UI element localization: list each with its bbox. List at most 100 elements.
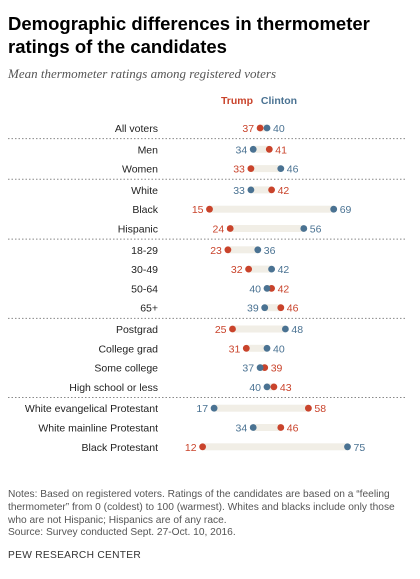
clinton-dot	[263, 344, 271, 352]
row-label: All voters	[115, 123, 158, 135]
range-bar	[202, 443, 348, 451]
clinton-value-label: 42	[278, 264, 290, 276]
trump-value-label: 25	[215, 324, 227, 336]
clinton-value-label: 46	[287, 164, 299, 176]
row-label: Hispanic	[118, 224, 158, 236]
clinton-dot	[330, 205, 338, 213]
clinton-value-label: 40	[273, 123, 285, 135]
trump-value-label: 58	[314, 403, 326, 415]
trump-value-label: 23	[210, 245, 222, 257]
row-label: Black	[132, 204, 158, 216]
clinton-dot	[344, 443, 351, 451]
range-bar	[250, 186, 272, 194]
trump-dot	[305, 404, 312, 412]
trump-value-label: 12	[185, 442, 197, 452]
trump-value-label: 42	[278, 283, 290, 295]
row-label: Some college	[94, 363, 158, 375]
range-bar	[248, 265, 272, 273]
clinton-value-label: 75	[354, 442, 366, 452]
clinton-value-label: 40	[249, 283, 261, 295]
dot-chart: Trump Clinton All voters 37 40 Men 34 41 Women 33…	[8, 95, 405, 452]
trump-value-label: 46	[287, 303, 299, 315]
trump-dot	[229, 325, 236, 333]
clinton-value-label: 34	[236, 423, 248, 435]
clinton-dot	[261, 304, 269, 312]
row-label: White evangelical Protestant	[25, 403, 158, 415]
clinton-value-label: 56	[310, 224, 322, 236]
clinton-dot	[249, 424, 257, 431]
trump-value-label: 39	[271, 363, 283, 375]
range-bar	[246, 344, 267, 352]
range-bar	[267, 383, 274, 391]
chart-notes: Notes: Based on registered voters. Ratin…	[8, 489, 395, 526]
chart-title: Demographic differences in thermometer r…	[8, 13, 370, 57]
row-label: Postgrad	[116, 324, 158, 336]
trump-value-label: 46	[287, 423, 299, 435]
trump-value-label: 41	[275, 144, 287, 156]
clinton-dot	[268, 265, 275, 273]
row-label: 50-64	[131, 283, 158, 295]
trump-dot	[247, 165, 255, 172]
clinton-dot	[277, 165, 285, 172]
range-bar	[260, 124, 267, 132]
trump-dot	[256, 124, 264, 132]
chart-subtitle: Mean thermometer ratings among registere…	[8, 66, 277, 81]
clinton-dot	[249, 145, 257, 153]
range-bar	[230, 225, 304, 232]
trump-dot	[224, 246, 232, 254]
clinton-value-label: 36	[264, 245, 276, 257]
clinton-dot	[247, 186, 255, 194]
trump-value-label: 31	[229, 343, 241, 355]
trump-value-label: 37	[242, 123, 254, 135]
clinton-value-label: 34	[236, 144, 248, 156]
row-label: Women	[122, 164, 158, 176]
clinton-value-label: 33	[233, 185, 245, 197]
trump-dot	[265, 145, 273, 153]
clinton-value-label: 17	[196, 403, 208, 415]
trump-dot	[242, 344, 250, 352]
chart-source: Source: Survey conducted Sept. 27-Oct. 1…	[8, 527, 236, 538]
clinton-dot	[254, 246, 262, 254]
range-bar	[232, 325, 286, 333]
trump-dot	[245, 265, 253, 273]
clinton-value-label: 37	[242, 363, 254, 375]
clinton-value-label: 39	[247, 303, 259, 315]
legend-trump: Trump	[221, 95, 253, 107]
trump-value-label: 15	[192, 204, 204, 216]
row-label: White	[131, 185, 158, 197]
clinton-dot	[263, 124, 271, 132]
row-label: 30-49	[131, 264, 158, 276]
trump-dot	[206, 205, 213, 213]
trump-dot	[270, 383, 278, 391]
trump-dot	[199, 443, 207, 451]
row-label: High school or less	[69, 382, 158, 394]
legend-clinton: Clinton	[261, 95, 297, 107]
clinton-value-label: 40	[273, 343, 285, 355]
row-label: College grad	[98, 343, 158, 355]
row-label: 18-29	[131, 245, 158, 257]
trump-dot	[277, 424, 285, 431]
range-bar	[209, 205, 334, 213]
range-bar	[253, 145, 270, 153]
range-bar	[264, 304, 281, 312]
range-bar	[253, 424, 281, 431]
clinton-dot	[256, 364, 264, 371]
range-bar	[250, 165, 281, 173]
trump-dot	[268, 186, 275, 194]
trump-value-label: 42	[278, 185, 290, 197]
trump-value-label: 32	[231, 264, 243, 276]
brand-label: PEW RESEARCH CENTER	[8, 550, 142, 561]
trump-value-label: 24	[213, 224, 225, 236]
clinton-dot	[210, 404, 218, 412]
trump-dot	[277, 304, 285, 312]
trump-value-label: 33	[233, 164, 245, 176]
clinton-dot	[300, 225, 308, 232]
trump-dot	[226, 225, 234, 232]
clinton-value-label: 48	[291, 324, 303, 336]
row-label: White mainline Protestant	[38, 423, 158, 435]
clinton-dot	[282, 325, 289, 333]
clinton-value-label: 40	[249, 382, 261, 394]
row-label: Men	[138, 144, 159, 156]
range-bar	[214, 404, 309, 412]
clinton-value-label: 69	[340, 204, 352, 216]
